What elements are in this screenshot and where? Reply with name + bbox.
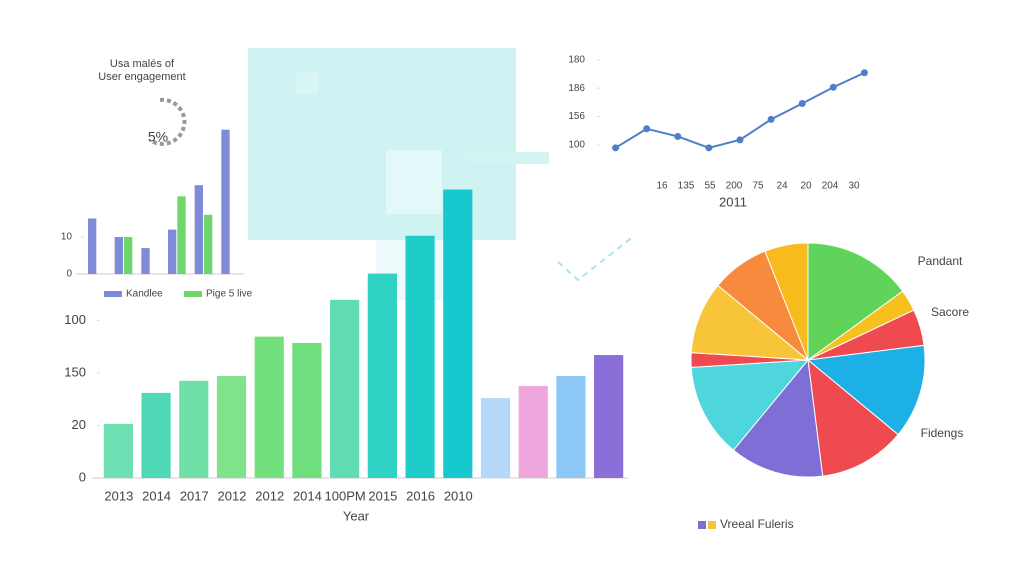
x-tick-label: 2013 bbox=[104, 488, 133, 503]
point bbox=[643, 125, 651, 133]
x-tick-label: 204 bbox=[822, 181, 839, 192]
bar bbox=[124, 237, 133, 274]
x-tick-label: 2014 bbox=[293, 488, 322, 503]
bar bbox=[179, 380, 209, 478]
pie-slice bbox=[806, 344, 926, 436]
y-tick-label: 180 bbox=[568, 54, 585, 65]
chart-subtitle: User engagement bbox=[98, 71, 185, 83]
chart-title: Usa malés of bbox=[110, 58, 175, 70]
y-tick-label: 100 bbox=[64, 312, 86, 327]
bar bbox=[204, 214, 213, 274]
point bbox=[736, 136, 744, 144]
x-tick-label: 2014 bbox=[142, 488, 171, 503]
x-axis-title: Year bbox=[343, 508, 370, 523]
x-tick-label: 16 bbox=[656, 181, 668, 192]
x-tick-label: 20 bbox=[800, 181, 812, 192]
decor-panel bbox=[386, 150, 442, 214]
point bbox=[798, 99, 806, 107]
bar bbox=[177, 196, 186, 274]
legend-swatch bbox=[708, 521, 716, 529]
y-tick-label: 20 bbox=[72, 417, 86, 432]
point bbox=[674, 132, 682, 140]
pie-slice bbox=[690, 359, 810, 451]
pie-slice bbox=[807, 358, 899, 477]
y-tick-label: 100 bbox=[568, 140, 585, 151]
bar bbox=[292, 342, 322, 478]
decor-panel bbox=[465, 152, 549, 164]
x-tick-label: 2016 bbox=[406, 488, 435, 503]
bar bbox=[367, 273, 397, 478]
bar bbox=[254, 336, 284, 478]
x-tick-label: 75 bbox=[752, 181, 764, 192]
decor-line bbox=[557, 235, 635, 282]
x-tick-label: 100PM bbox=[325, 488, 366, 503]
x-tick-label: 55 bbox=[704, 181, 716, 192]
legend-swatch bbox=[184, 291, 202, 297]
y-tick-label: 0 bbox=[79, 469, 86, 484]
annotation: Fidengs bbox=[921, 426, 964, 440]
point bbox=[612, 144, 620, 152]
bar bbox=[594, 355, 624, 478]
pie-slice bbox=[690, 284, 810, 361]
gauge bbox=[148, 97, 187, 146]
legend-label: Pige 5 live bbox=[206, 289, 253, 300]
bar bbox=[480, 398, 511, 478]
x-tick-label: 2012 bbox=[218, 488, 247, 503]
x-axis-title: 2011 bbox=[719, 194, 747, 209]
annotation: 5% bbox=[148, 129, 168, 145]
bar bbox=[216, 376, 247, 478]
y-tick-label: 150 bbox=[64, 364, 86, 379]
legend-swatch bbox=[698, 521, 706, 529]
decor-panel bbox=[296, 72, 318, 94]
bar bbox=[330, 299, 360, 478]
bar bbox=[443, 189, 473, 478]
y-tick-label: 156 bbox=[568, 111, 585, 122]
x-tick-label: 24 bbox=[776, 181, 788, 192]
legend-label: Vreeal Fuleris bbox=[720, 517, 794, 531]
x-tick-label: 135 bbox=[678, 181, 695, 192]
point bbox=[829, 83, 837, 91]
bar bbox=[405, 235, 435, 478]
annotation: Sacore bbox=[931, 305, 969, 319]
bar bbox=[103, 423, 133, 478]
legend-label: Kandlee bbox=[126, 289, 163, 300]
x-tick-label: 2012 bbox=[255, 488, 284, 503]
y-tick-label: 10 bbox=[61, 232, 73, 243]
bar bbox=[141, 392, 171, 478]
point bbox=[767, 115, 775, 123]
decor-panel bbox=[248, 48, 516, 240]
bar bbox=[168, 229, 177, 274]
y-tick-label: 186 bbox=[568, 83, 585, 94]
bar bbox=[114, 237, 123, 274]
legend-swatch bbox=[104, 291, 122, 297]
point bbox=[705, 144, 713, 152]
bar bbox=[88, 218, 97, 274]
y-tick-label: 0 bbox=[66, 269, 72, 280]
x-tick-label: 2010 bbox=[444, 488, 473, 503]
bar bbox=[141, 248, 150, 274]
x-tick-label: 30 bbox=[848, 181, 860, 192]
bar bbox=[556, 376, 586, 478]
annotation: Pandant bbox=[918, 254, 963, 268]
pie-slice bbox=[807, 242, 904, 361]
point bbox=[860, 69, 868, 77]
pie-slice bbox=[764, 242, 809, 361]
x-tick-label: 200 bbox=[726, 181, 743, 192]
bar bbox=[194, 185, 203, 274]
x-tick-label: 2017 bbox=[180, 488, 209, 503]
pie-slice bbox=[732, 358, 824, 478]
bar bbox=[221, 129, 230, 274]
x-tick-label: 2015 bbox=[368, 488, 397, 503]
bar bbox=[518, 386, 548, 478]
